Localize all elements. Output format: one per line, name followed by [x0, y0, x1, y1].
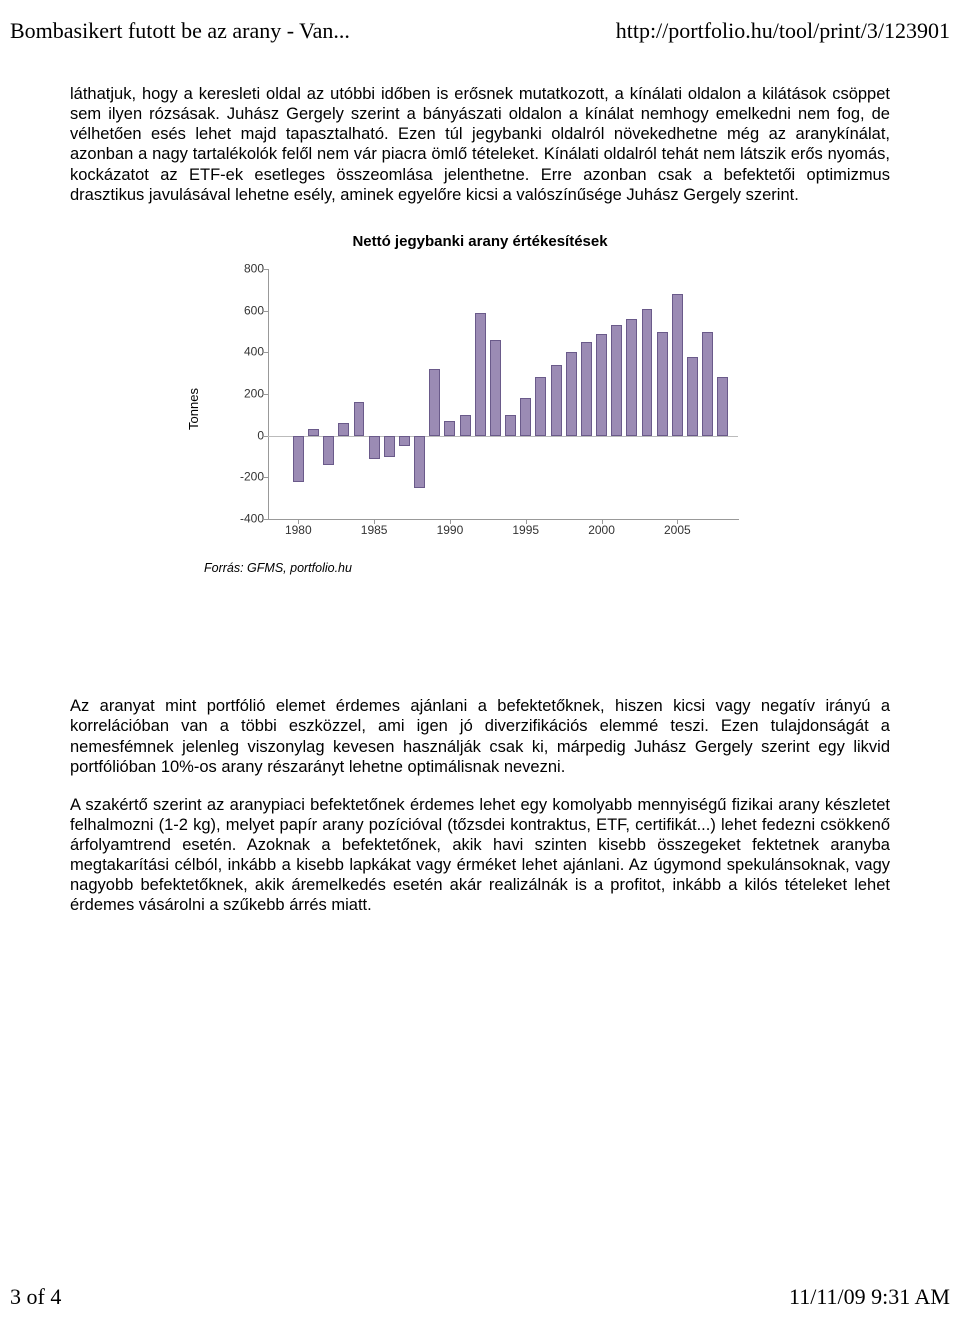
chart-ytick-mark — [262, 352, 268, 353]
chart-bar — [354, 402, 365, 435]
chart-bar — [535, 377, 546, 435]
chart-ytick: 800 — [230, 262, 264, 277]
chart-xtick-mark — [526, 519, 527, 524]
paragraph-1: láthatjuk, hogy a keresleti oldal az utó… — [70, 84, 890, 205]
chart-bar — [338, 423, 349, 436]
chart-ytick: 400 — [230, 345, 264, 360]
chart-zero-line — [268, 436, 738, 437]
chart-bar — [687, 357, 698, 436]
chart-ytick-mark — [262, 436, 268, 437]
paragraph-2: Az aranyat mint portfólió elemet érdemes… — [70, 696, 890, 777]
print-header: Bombasikert futott be az arany - Van... … — [10, 18, 950, 44]
chart-ytick: -400 — [230, 512, 264, 527]
header-url: http://portfolio.hu/tool/print/3/123901 — [616, 18, 950, 44]
chart-xtick: 1990 — [437, 523, 464, 538]
chart-bar — [581, 342, 592, 436]
chart-ytick-mark — [262, 477, 268, 478]
chart-bar — [626, 319, 637, 436]
chart-bar — [611, 325, 622, 435]
chart-xtick: 1985 — [361, 523, 388, 538]
chart-bar — [444, 421, 455, 436]
chart-xtick-mark — [677, 519, 678, 524]
chart-bar — [460, 415, 471, 436]
chart-xtick: 1980 — [285, 523, 312, 538]
chart-xtick-mark — [374, 519, 375, 524]
chart-xtick: 2005 — [664, 523, 691, 538]
chart-bar — [369, 436, 380, 459]
chart-bar — [702, 332, 713, 436]
chart-bar — [384, 436, 395, 457]
chart-ytick-mark — [262, 394, 268, 395]
chart-ytick-mark — [262, 269, 268, 270]
chart-ytick: 600 — [230, 303, 264, 318]
chart-bar — [596, 334, 607, 436]
chart-ytick-mark — [262, 519, 268, 520]
chart-bar — [293, 436, 304, 482]
article-body: láthatjuk, hogy a keresleti oldal az utó… — [70, 84, 890, 916]
footer-timestamp: 11/11/09 9:31 AM — [789, 1284, 950, 1310]
chart-ylabel: Tonnes — [186, 388, 202, 430]
print-footer: 3 of 4 11/11/09 9:31 AM — [10, 1284, 950, 1310]
chart-ytick: 0 — [230, 428, 264, 443]
chart-xtick-mark — [602, 519, 603, 524]
chart-bar — [323, 436, 334, 465]
chart-xtick: 1995 — [512, 523, 539, 538]
chart-bar — [429, 369, 440, 436]
footer-page: 3 of 4 — [10, 1284, 61, 1310]
chart-bar — [657, 332, 668, 436]
chart-container: Nettó jegybanki arany értékesítések Tonn… — [200, 233, 760, 577]
chart-bar — [642, 309, 653, 436]
chart-ytick: 200 — [230, 387, 264, 402]
chart-title: Nettó jegybanki arany értékesítések — [200, 233, 760, 251]
chart-ytick: -200 — [230, 470, 264, 485]
chart-bar — [672, 294, 683, 436]
chart-plot — [268, 269, 739, 520]
chart-xtick-mark — [450, 519, 451, 524]
chart-bar — [551, 365, 562, 436]
header-title: Bombasikert futott be az arany - Van... — [10, 18, 350, 44]
chart-bar — [566, 352, 577, 435]
chart-bar — [414, 436, 425, 488]
chart-bar — [308, 429, 319, 435]
chart-bar — [399, 436, 410, 446]
chart-xtick: 2000 — [588, 523, 615, 538]
chart-ytick-mark — [262, 311, 268, 312]
chart-xtick-mark — [298, 519, 299, 524]
chart-bar — [520, 398, 531, 436]
chart-bar — [490, 340, 501, 436]
chart-plot-area: Tonnes -400-2000200400600800198019851990… — [200, 259, 760, 559]
chart-bar — [505, 415, 516, 436]
chart-bar — [717, 377, 728, 435]
paragraph-3: A szakértő szerint az aranypiaci befekte… — [70, 795, 890, 916]
chart-bar — [475, 313, 486, 436]
chart-source: Forrás: GFMS, portfolio.hu — [204, 561, 760, 576]
